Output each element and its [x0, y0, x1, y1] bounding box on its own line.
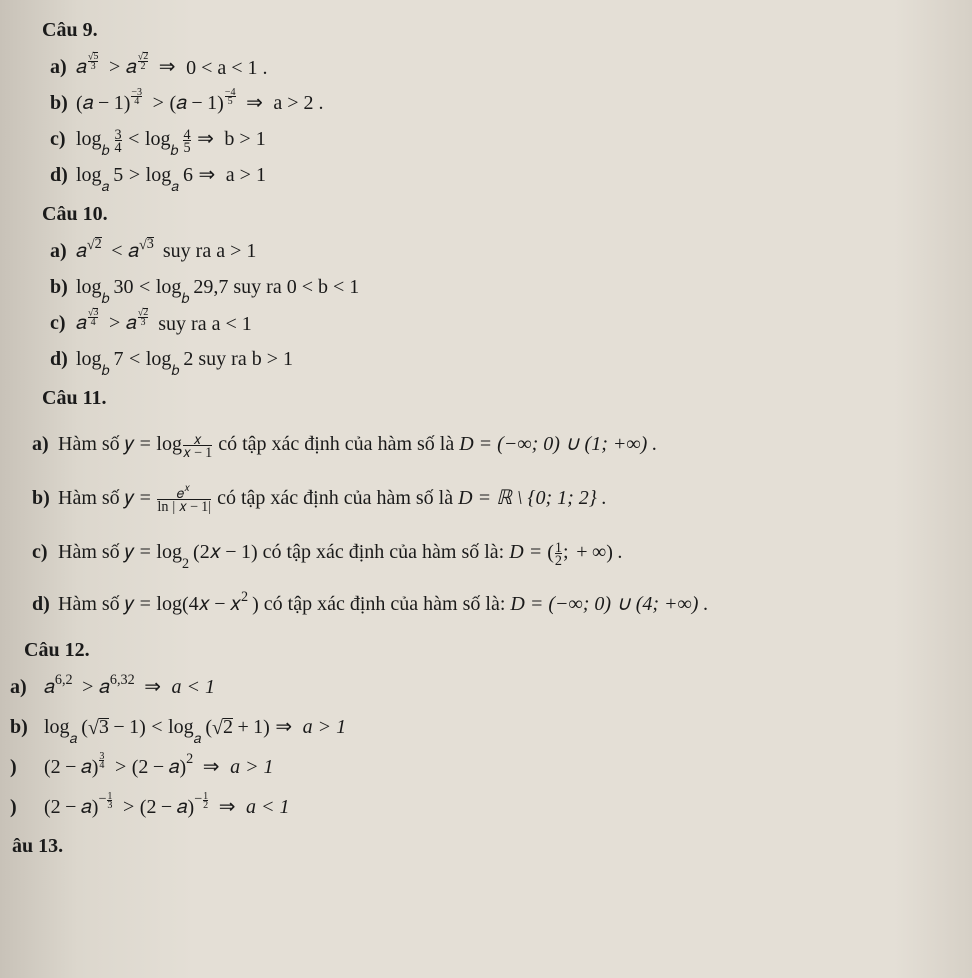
q12-c-body: (2−a)34 > (2−a)2 ⇒ a > 1	[44, 751, 962, 783]
q9-d-label: d)	[28, 159, 76, 191]
q9-b-math: (a−1)−34 > (a−1)−45 ⇒	[76, 88, 268, 115]
q9-c-body: logb34 < logb45 ⇒ b > 1	[76, 123, 962, 155]
q12-b-conclusion: a > 1	[303, 716, 347, 738]
q10-c: c) a34 > a23 suy ra a < 1	[28, 306, 962, 340]
q11-b-prefix: Hàm số	[58, 487, 125, 509]
q10-c-label: c)	[28, 307, 76, 339]
q11-d-mid: có tập xác định của hàm số là:	[264, 593, 511, 615]
q11-d-label: d)	[10, 588, 58, 620]
q12-a-conclusion: a < 1	[172, 676, 216, 698]
q10-a: a) a2 < a3 suy ra a > 1	[28, 234, 962, 268]
q9-a-math: a53 > a22 ⇒	[76, 51, 181, 74]
q9-d-body: loga5 > loga6 ⇒ a > 1	[76, 159, 962, 191]
q12-d: ) (2−a)−13 > (2−a)−12 ⇒ a < 1	[28, 790, 962, 824]
q12-b-label: b)	[10, 711, 44, 743]
q9-d-math: loga5 > loga6 ⇒	[76, 167, 221, 191]
q11-d-prefix: Hàm số	[58, 593, 125, 615]
q10-b-math: logb30 < logb29,7	[76, 279, 228, 303]
q11-a-prefix: Hàm số	[58, 433, 125, 455]
q11-c-body: Hàm số y=log2(2x−1) có tập xác định của …	[58, 536, 962, 568]
q11-b-label: b)	[10, 482, 58, 514]
q10-a-math: a2 < a3	[76, 236, 158, 257]
q12-a-math: a6,2>a6,32 ⇒	[44, 674, 167, 693]
q12-c: ) (2−a)34 > (2−a)2 ⇒ a > 1	[28, 750, 962, 784]
q10-title: Câu 10.	[42, 198, 962, 230]
q11-a: a) Hàm số y=logxx−1 có tập xác định của …	[28, 418, 962, 470]
q12-d-body: (2−a)−13 > (2−a)−12 ⇒ a < 1	[44, 791, 962, 823]
q9-b: b) (a−1)−34 > (a−1)−45 ⇒ a > 2 .	[28, 86, 962, 120]
q10-b-suffix: suy ra 0 < b < 1	[233, 276, 359, 298]
q10-d-suffix: suy ra b > 1	[198, 348, 293, 370]
q10-c-suffix: suy ra a < 1	[158, 312, 251, 334]
q11-c-domain-math: (12;+∞)	[547, 542, 613, 565]
q9-c-math: logb34 < logb45 ⇒	[76, 129, 219, 155]
q10-a-label: a)	[28, 235, 76, 267]
q11-c-math: y=log2(2x−1)	[125, 543, 258, 567]
q10-d: d) logb7 < logb2 suy ra b > 1	[28, 342, 962, 376]
q12-a: a) a6,2>a6,32 ⇒ a < 1	[28, 670, 962, 704]
q9-c-conclusion: b > 1	[224, 128, 265, 150]
q10-a-body: a2 < a3 suy ra a > 1	[76, 235, 962, 267]
q9-a-conclusion: 0 < a < 1 .	[186, 56, 267, 78]
q9-c: c) logb34 < logb45 ⇒ b > 1	[28, 122, 962, 156]
q11-c: c) Hàm số y=log2(2x−1) có tập xác định c…	[28, 526, 962, 578]
q12-d-math: (2−a)−13 > (2−a)−12 ⇒	[44, 792, 241, 819]
q11-title: Câu 11.	[42, 382, 962, 414]
q12-c-math: (2−a)34 > (2−a)2 ⇒	[44, 752, 225, 779]
q11-b: b) Hàm số y= ex ln|x−1| có tập xác định …	[28, 472, 962, 524]
q12-b-math: loga(3−1) < loga(2+1) ⇒	[44, 716, 298, 743]
q11-c-label: c)	[10, 536, 58, 568]
q12-a-label: a)	[10, 671, 44, 703]
q13-title: âu 13.	[12, 830, 962, 862]
q9-b-conclusion: a > 2 .	[273, 92, 323, 114]
q10-b-body: logb30 < logb29,7 suy ra 0 < b < 1	[76, 271, 962, 303]
q9-a: a) a53 > a22 ⇒ 0 < a < 1 .	[28, 50, 962, 84]
q12-d-conclusion: a < 1	[246, 796, 290, 818]
q11-a-domain: D = (−∞; 0) ∪ (1; +∞) .	[459, 433, 657, 455]
q10-d-body: logb7 < logb2 suy ra b > 1	[76, 343, 962, 375]
q11-d: d) Hàm số y=log(4x−x2) có tập xác định c…	[28, 580, 962, 628]
q11-c-mid: có tập xác định của hàm số là:	[263, 541, 510, 563]
q10-b-label: b)	[28, 271, 76, 303]
q11-a-body: Hàm số y=logxx−1 có tập xác định của hàm…	[58, 428, 962, 460]
q12-c-label: )	[10, 751, 44, 783]
q10-d-math: logb7 < logb2	[76, 351, 193, 375]
q10-b: b) logb30 < logb29,7 suy ra 0 < b < 1	[28, 270, 962, 304]
q11-d-domain: D = (−∞; 0) ∪ (4; +∞) .	[510, 593, 708, 615]
q11-a-mid: có tập xác định của hàm số là	[218, 433, 459, 455]
q9-a-label: a)	[28, 51, 76, 83]
page: Câu 9. a) a53 > a22 ⇒ 0 < a < 1 . b) (a−…	[0, 0, 972, 978]
q9-b-body: (a−1)−34 > (a−1)−45 ⇒ a > 2 .	[76, 87, 962, 119]
q11-d-body: Hàm số y=log(4x−x2) có tập xác định của …	[58, 588, 962, 620]
q12-c-conclusion: a > 1	[230, 756, 274, 778]
q11-c-domain-close: .	[618, 541, 623, 563]
q12-b-body: loga(3−1) < loga(2+1) ⇒ a > 1	[44, 711, 962, 743]
q9-b-label: b)	[28, 87, 76, 119]
q11-b-mid: có tập xác định của hàm số là	[217, 487, 458, 509]
q9-d-conclusion: a > 1	[226, 164, 266, 186]
q12-a-body: a6,2>a6,32 ⇒ a < 1	[44, 671, 962, 703]
q12-d-label: )	[10, 791, 44, 823]
q12-b: b) loga(3−1) < loga(2+1) ⇒ a > 1	[28, 710, 962, 744]
q9-a-body: a53 > a22 ⇒ 0 < a < 1 .	[76, 51, 962, 84]
q9-d: d) loga5 > loga6 ⇒ a > 1	[28, 158, 962, 192]
q10-c-math: a34 > a23	[76, 307, 153, 330]
q11-b-math: y= ex ln|x−1|	[125, 486, 212, 514]
q11-d-math: y=log(4x−x2)	[125, 591, 259, 616]
q11-a-math: y=logxx−1	[125, 436, 214, 457]
q10-c-body: a34 > a23 suy ra a < 1	[76, 307, 962, 340]
q9-title: Câu 9.	[42, 14, 962, 46]
q12-title: Câu 12.	[24, 634, 962, 666]
q10-d-label: d)	[28, 343, 76, 375]
q9-c-label: c)	[28, 123, 76, 155]
q11-c-prefix: Hàm số	[58, 541, 125, 563]
q11-b-domain: D = ℝ \ {0; 1; 2} .	[458, 487, 607, 509]
q10-a-suffix: suy ra a > 1	[163, 240, 256, 262]
q11-c-domain-open: D =	[509, 541, 547, 563]
q11-b-body: Hàm số y= ex ln|x−1| có tập xác định của…	[58, 482, 962, 514]
q11-a-label: a)	[10, 428, 58, 460]
